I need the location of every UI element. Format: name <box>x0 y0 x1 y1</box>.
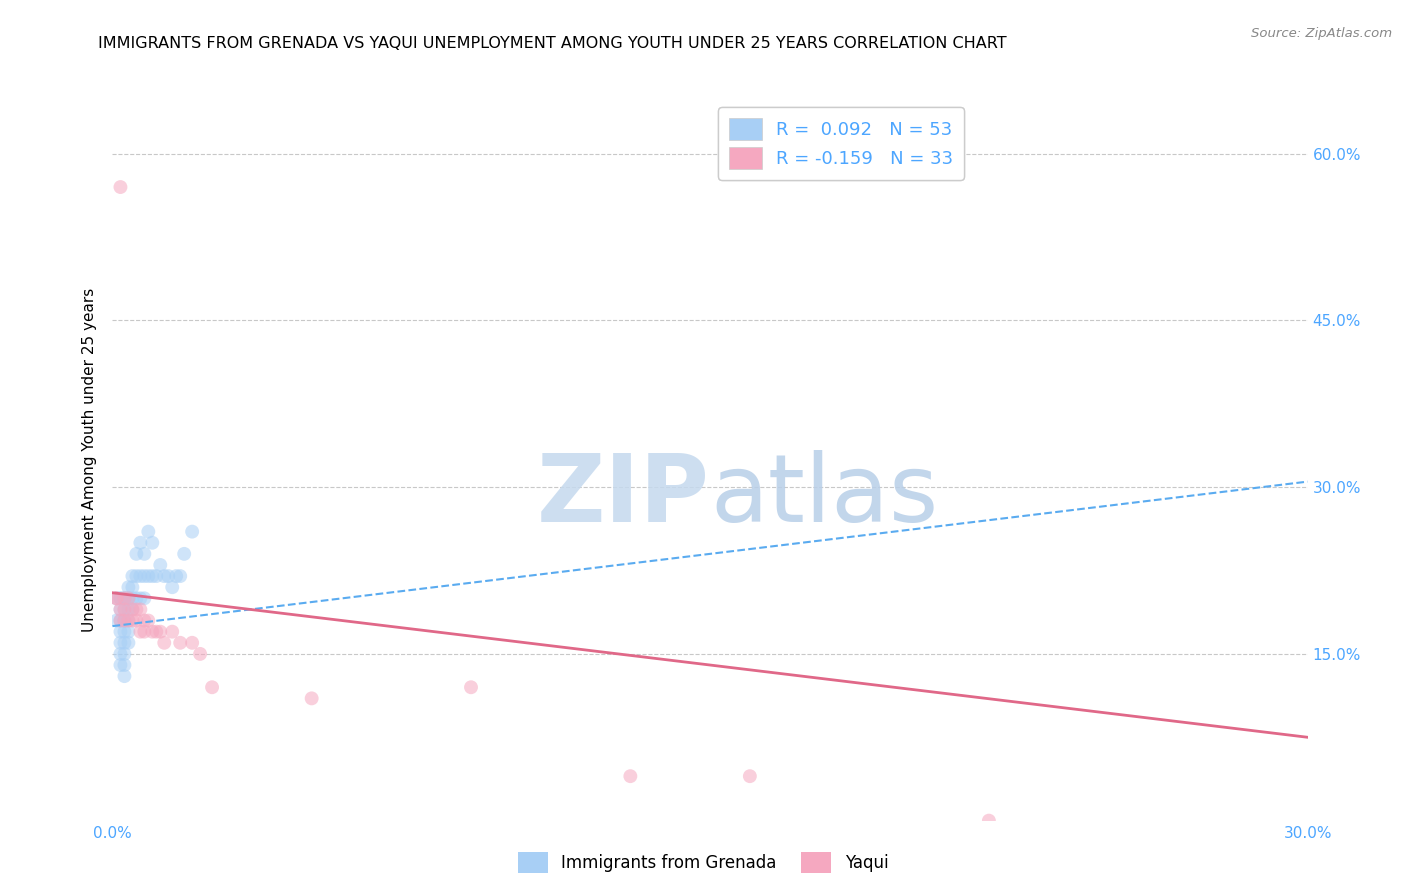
Point <box>188 647 211 661</box>
Point <box>110 180 132 194</box>
Point <box>129 624 152 639</box>
Point <box>134 624 156 639</box>
Point <box>138 524 160 539</box>
Point <box>121 602 143 616</box>
Point <box>117 602 139 616</box>
Point <box>145 569 167 583</box>
Point <box>201 680 224 694</box>
Point <box>110 636 132 650</box>
Point <box>110 658 132 673</box>
Point <box>121 591 143 606</box>
Point <box>121 614 143 628</box>
Point <box>149 558 172 572</box>
Point <box>145 624 167 639</box>
Point <box>110 614 132 628</box>
Point <box>114 614 135 628</box>
Point <box>110 591 132 606</box>
Point <box>114 602 135 616</box>
Point <box>138 569 160 583</box>
Point <box>121 569 143 583</box>
Point <box>114 614 135 628</box>
Point <box>117 580 139 594</box>
Text: IMMIGRANTS FROM GRENADA VS YAQUI UNEMPLOYMENT AMONG YOUTH UNDER 25 YEARS CORRELA: IMMIGRANTS FROM GRENADA VS YAQUI UNEMPLO… <box>98 36 1007 51</box>
Point <box>117 636 139 650</box>
Point <box>114 591 135 606</box>
Point <box>138 614 160 628</box>
Point <box>110 591 132 606</box>
Point <box>114 658 135 673</box>
Point <box>169 569 191 583</box>
Point <box>105 591 128 606</box>
Point <box>105 614 128 628</box>
Point <box>125 547 148 561</box>
Point <box>173 547 195 561</box>
Point <box>134 569 156 583</box>
Point <box>110 647 132 661</box>
Point <box>121 580 143 594</box>
Point <box>157 569 180 583</box>
Point <box>117 614 139 628</box>
Legend: Immigrants from Grenada, Yaqui: Immigrants from Grenada, Yaqui <box>510 846 896 880</box>
Point <box>149 624 172 639</box>
Y-axis label: Unemployment Among Youth under 25 years: Unemployment Among Youth under 25 years <box>82 287 97 632</box>
Point <box>105 591 128 606</box>
Text: ZIP: ZIP <box>537 450 710 541</box>
Point <box>125 614 148 628</box>
Point <box>110 602 132 616</box>
Point <box>129 602 152 616</box>
Point <box>181 636 204 650</box>
Point <box>460 680 482 694</box>
Point <box>162 580 183 594</box>
Point <box>117 591 139 606</box>
Point <box>169 636 191 650</box>
Point <box>134 614 156 628</box>
Point <box>153 636 176 650</box>
Point <box>114 647 135 661</box>
Text: Source: ZipAtlas.com: Source: ZipAtlas.com <box>1251 27 1392 40</box>
Point <box>134 547 156 561</box>
Point <box>114 614 135 628</box>
Point <box>114 602 135 616</box>
Point <box>114 591 135 606</box>
Point <box>117 591 139 606</box>
Point <box>129 535 152 549</box>
Point <box>141 624 163 639</box>
Point <box>619 769 641 783</box>
Point <box>114 624 135 639</box>
Point <box>117 591 139 606</box>
Point <box>117 614 139 628</box>
Point <box>114 669 135 683</box>
Text: atlas: atlas <box>710 450 938 541</box>
Point <box>153 569 176 583</box>
Point <box>114 636 135 650</box>
Point <box>110 602 132 616</box>
Point <box>141 535 163 549</box>
Point <box>301 691 323 706</box>
Point <box>110 614 132 628</box>
Point <box>129 591 152 606</box>
Point <box>134 591 156 606</box>
Point <box>105 591 128 606</box>
Point <box>977 814 1000 828</box>
Point <box>114 591 135 606</box>
Point <box>165 569 187 583</box>
Point <box>125 602 148 616</box>
Point <box>125 591 148 606</box>
Legend: R =  0.092   N = 53, R = -0.159   N = 33: R = 0.092 N = 53, R = -0.159 N = 33 <box>718 107 965 180</box>
Point <box>110 624 132 639</box>
Point <box>162 624 183 639</box>
Point <box>141 569 163 583</box>
Point <box>181 524 204 539</box>
Point <box>117 624 139 639</box>
Point <box>738 769 761 783</box>
Point <box>129 569 152 583</box>
Point <box>121 602 143 616</box>
Point <box>125 569 148 583</box>
